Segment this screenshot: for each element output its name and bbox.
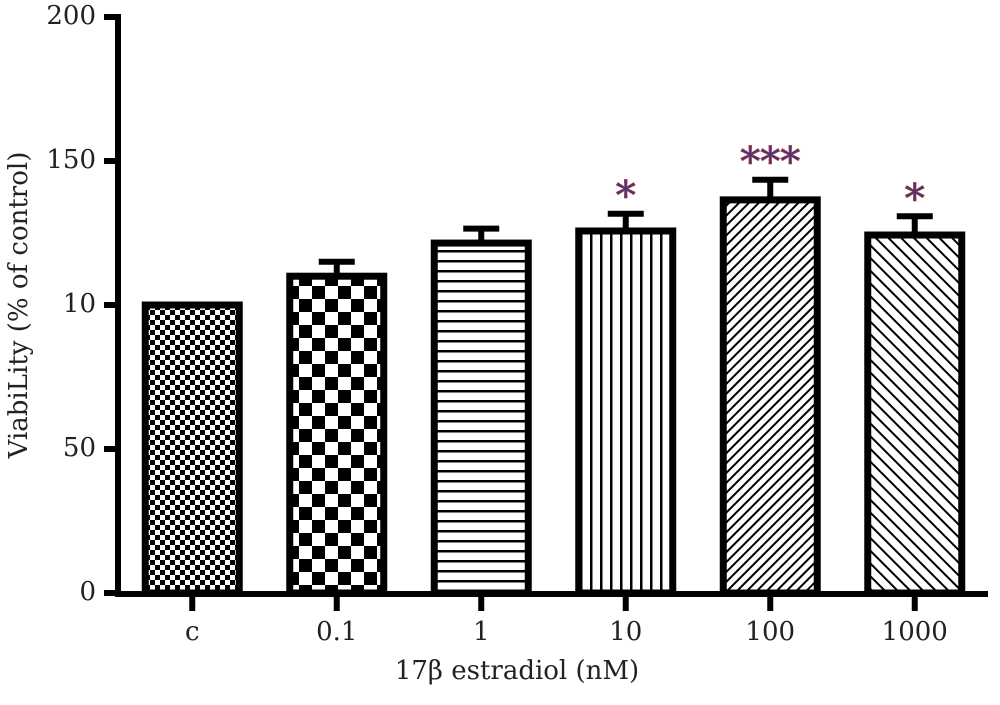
bar (575, 227, 677, 597)
x-tick-label: 10 (609, 617, 642, 647)
y-tick-label: 0 (79, 577, 96, 607)
significance-mark: * (905, 176, 925, 222)
y-tick-label: 200 (46, 1, 96, 31)
bar (864, 231, 966, 597)
x-tick-label: 1 (473, 617, 490, 647)
x-tick-label: c (185, 617, 200, 647)
y-tick-label: 150 (46, 145, 96, 175)
bar (286, 272, 388, 597)
x-axis-title: 17β estradiol (nM) (395, 656, 639, 686)
bar (141, 301, 243, 597)
y-tick-label: 50 (63, 433, 96, 463)
significance-mark: * (616, 174, 636, 220)
y-axis-title: ViabiLity (% of control) (4, 152, 34, 460)
x-tick-label: 0.1 (316, 617, 357, 647)
bar (719, 196, 821, 597)
x-tick-label: 100 (745, 617, 795, 647)
x-tick-label: 1000 (882, 617, 948, 647)
significance-mark: *** (740, 140, 800, 186)
bar (430, 239, 532, 597)
y-tick-label: 10 (63, 289, 96, 319)
